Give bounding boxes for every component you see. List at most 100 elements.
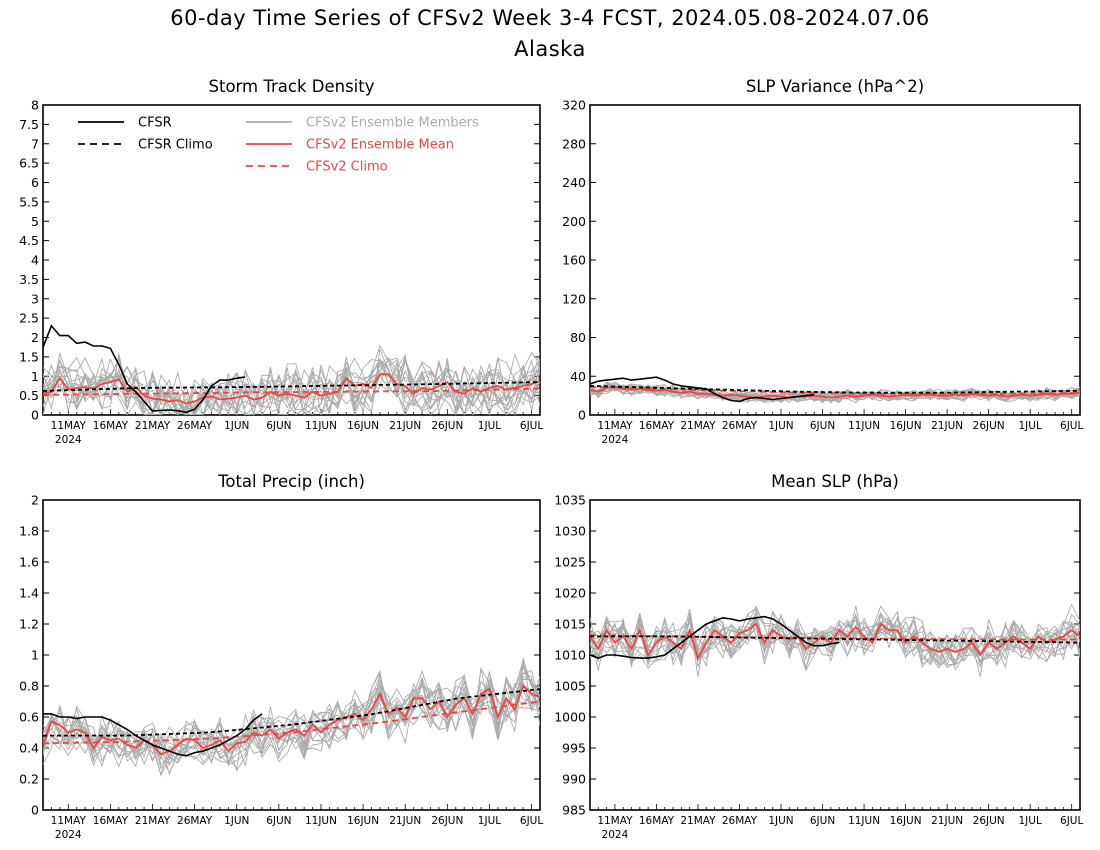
ensemble-member-line	[43, 669, 540, 777]
x-tick-label: 16MAY	[639, 420, 675, 432]
y-tick-label: 990	[562, 772, 586, 787]
y-tick-label: 0.5	[19, 388, 39, 403]
ensemble-member-line	[43, 358, 540, 415]
x-tick-label: 21MAY	[135, 815, 171, 827]
y-tick-label: 1	[31, 648, 39, 663]
cfsr-line	[43, 713, 263, 757]
x-tick-label: 26MAY	[722, 815, 758, 827]
x-tick-label: 6JUL	[1060, 420, 1083, 432]
ensemble-mean-line	[43, 373, 540, 405]
x-tick-label: 11JUN	[305, 420, 337, 432]
plot-area	[590, 603, 1080, 677]
ensemble-member-line	[590, 610, 1080, 670]
y-tick-label: 1015	[554, 617, 586, 632]
y-tick-label: 1020	[554, 586, 586, 601]
x-tick-label: 11MAY	[597, 815, 633, 827]
y-tick-label: 985	[562, 803, 586, 818]
y-tick-label: 1.6	[19, 555, 39, 570]
x-tick-label: 21MAY	[135, 420, 171, 432]
x-tick-label: 11JUN	[305, 815, 337, 827]
legend-label: CFSv2 Climo	[306, 160, 388, 175]
y-tick-label: 240	[562, 175, 586, 190]
y-tick-label: 2.5	[19, 311, 39, 326]
x-tick-label: 6JUN	[810, 815, 835, 827]
x-tick-label: 21MAY	[680, 815, 716, 827]
x-tick-label: 11JUN	[848, 815, 880, 827]
x-tick-label: 11MAY	[597, 420, 633, 432]
x-tick-label: 16JUN	[890, 815, 922, 827]
y-tick-label: 3.5	[19, 272, 39, 287]
y-tick-label: 2	[31, 493, 39, 508]
cfsr-climo-line	[590, 385, 1080, 394]
x-tick-label: 11MAY	[51, 420, 87, 432]
y-tick-label: 1.2	[19, 617, 39, 632]
y-tick-label: 120	[562, 291, 586, 306]
x-tick-label: 1JUL	[478, 815, 501, 827]
y-tick-label: 160	[562, 253, 586, 268]
y-tick-label: 2	[31, 330, 39, 345]
ensemble-mean-line	[590, 385, 1080, 399]
y-tick-label: 7.5	[19, 117, 39, 132]
cfsr-climo-line	[590, 635, 1080, 644]
y-tick-label: 200	[562, 214, 586, 229]
legend-label: CFSv2 Ensemble Members	[306, 116, 479, 131]
ensemble-member-line	[43, 354, 540, 415]
y-tick-label: 1.8	[19, 524, 39, 539]
x-tick-label: 6JUL	[520, 420, 543, 432]
x-tick-label: 26JUN	[973, 815, 1005, 827]
x-tick-label: 26MAY	[177, 420, 213, 432]
legend-label: CFSR	[138, 116, 172, 131]
y-tick-label: 80	[570, 330, 586, 345]
ensemble-member-line	[43, 351, 540, 415]
ensemble-member-line	[43, 356, 540, 415]
y-tick-label: 1035	[554, 493, 586, 508]
plot-area	[590, 376, 1080, 404]
y-tick-label: 995	[562, 741, 586, 756]
x-tick-label: 21JUN	[389, 815, 421, 827]
x-tick-label: 1JUN	[224, 815, 249, 827]
x-tick-label: 26JUN	[431, 420, 463, 432]
y-tick-label: 40	[570, 369, 586, 384]
x-tick-label: 16JUN	[890, 420, 922, 432]
chart-title: Storm Track Density	[209, 77, 375, 96]
x-tick-label: 21JUN	[389, 420, 421, 432]
page-subtitle: Alaska	[514, 37, 586, 61]
y-tick-label: 4	[31, 253, 39, 268]
ensemble-member-line	[43, 676, 540, 774]
legend-label: CFSv2 Ensemble Mean	[306, 138, 454, 153]
chart-mslp: Mean SLP (hPa) 985 990 995 1000 1005 1010 1015 1…	[554, 472, 1083, 841]
ensemble-member-line	[43, 356, 540, 415]
x-tick-label: 1JUL	[1019, 420, 1042, 432]
x-tick-label: 16MAY	[639, 815, 675, 827]
x-tick-label: 1JUL	[478, 420, 501, 432]
cfsr-line	[590, 376, 815, 403]
x-tick-label: 16MAY	[93, 420, 129, 432]
ensemble-member-line	[590, 381, 1080, 404]
x-tick-label: 6JUN	[266, 420, 291, 432]
x-tick-label: 6JUN	[810, 420, 835, 432]
x-tick-label: 1JUN	[224, 420, 249, 432]
x-tick-label: 21MAY	[680, 420, 716, 432]
x-tick-label: 21JUN	[931, 420, 963, 432]
cfsr-line	[590, 615, 840, 659]
y-tick-label: 8	[31, 98, 39, 113]
chart-title: Total Precip (inch)	[217, 472, 365, 491]
y-tick-label: 5	[31, 214, 39, 229]
y-tick-label: 4.5	[19, 233, 39, 248]
y-tick-label: 0.6	[19, 710, 39, 725]
chart-slp_var: SLP Variance (hPa^2) 0 40 80 120 160 200 240 280…	[562, 77, 1083, 446]
ensemble-member-line	[43, 669, 540, 764]
x-tick-label: 11JUN	[848, 420, 880, 432]
cfsv2-climo-line	[43, 387, 540, 396]
x-year-label: 2024	[55, 829, 82, 841]
ensemble-mean-line	[43, 684, 540, 756]
y-tick-label: 1025	[554, 555, 586, 570]
x-tick-label: 1JUL	[1019, 815, 1042, 827]
y-tick-label: 280	[562, 136, 586, 151]
page-title: 60-day Time Series of CFSv2 Week 3-4 FCS…	[170, 6, 930, 30]
legend: CFSR CFSR Climo CFSv2 Ensemble Members CFSv…	[78, 116, 479, 175]
x-year-label: 2024	[602, 829, 629, 841]
y-tick-label: 1.5	[19, 349, 39, 364]
x-tick-label: 16MAY	[93, 815, 129, 827]
